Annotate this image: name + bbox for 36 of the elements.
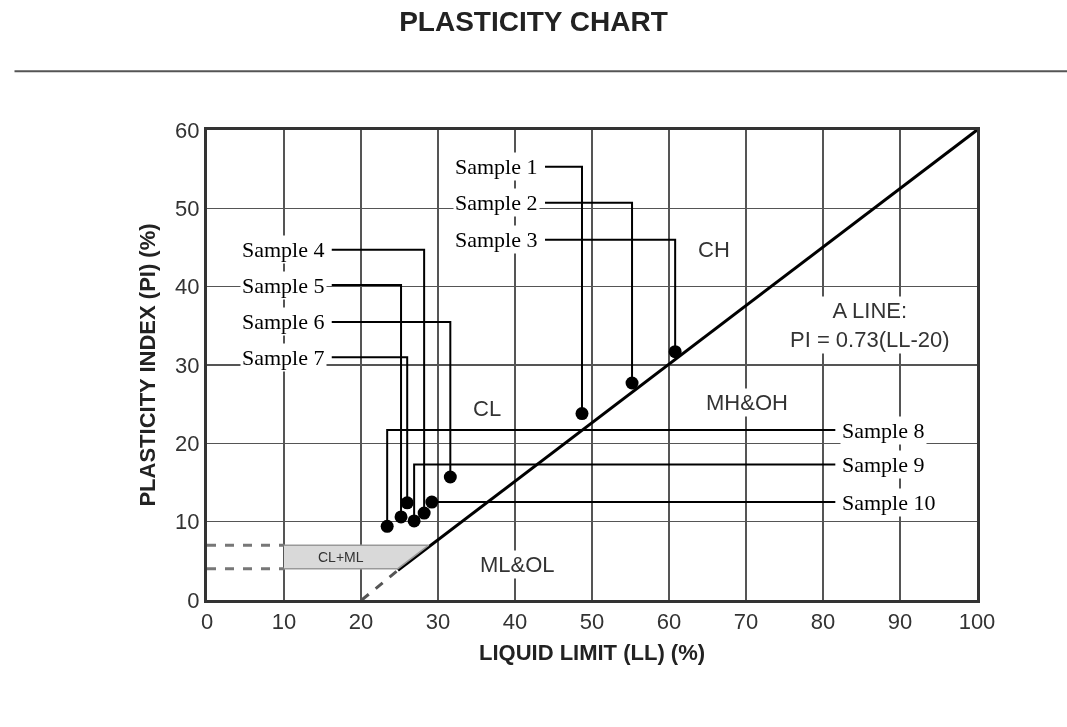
y-tick-label: 30 xyxy=(175,352,200,378)
chart-title: PLASTICITY CHART xyxy=(399,5,668,37)
annotation: Sample 1 xyxy=(455,154,538,179)
x-tick-label: 40 xyxy=(502,609,528,635)
annotation: CL xyxy=(473,396,502,421)
series-label: CL+ML xyxy=(318,549,364,565)
annotation: Sample 4 xyxy=(242,237,325,262)
x-tick-label: 50 xyxy=(579,609,605,635)
annotation: Sample 10 xyxy=(842,490,936,515)
x-tick-label: 60 xyxy=(656,609,682,635)
y-tick-label: 10 xyxy=(175,509,200,535)
y-tick-label: 50 xyxy=(175,196,200,222)
annotation: ML&OL xyxy=(480,552,555,577)
x-axis-title: LIQUID LIMIT (LL) (%) xyxy=(478,640,706,666)
annotation: Sample 9 xyxy=(842,452,925,477)
annotation: MH&OH xyxy=(706,390,788,415)
x-tick-label: 70 xyxy=(733,609,759,635)
x-tick-label: 10 xyxy=(271,609,297,635)
x-tick-label: 20 xyxy=(348,609,374,635)
annotation: Sample 7 xyxy=(242,345,325,370)
y-tick-label: 60 xyxy=(175,117,200,143)
y-axis-title: PLASTICITY INDEX (PI) (%) xyxy=(134,223,160,507)
y-tick-label: 0 xyxy=(187,587,200,613)
x-tick-label: 90 xyxy=(887,609,913,635)
annotation: A LINE: PI = 0.73(LL-20) xyxy=(790,298,950,352)
annotation: CH xyxy=(698,237,730,262)
annotation: Sample 6 xyxy=(242,309,325,334)
x-tick-label: 80 xyxy=(810,609,836,635)
annotation: Sample 3 xyxy=(455,227,538,252)
x-tick-label: 100 xyxy=(958,609,996,635)
y-tick-label: 40 xyxy=(175,274,200,300)
annotation: Sample 5 xyxy=(242,273,325,298)
x-tick-label: 30 xyxy=(425,609,451,635)
annotation: Sample 2 xyxy=(455,190,538,215)
annotation: Sample 8 xyxy=(842,418,925,443)
y-tick-label: 20 xyxy=(175,431,200,457)
